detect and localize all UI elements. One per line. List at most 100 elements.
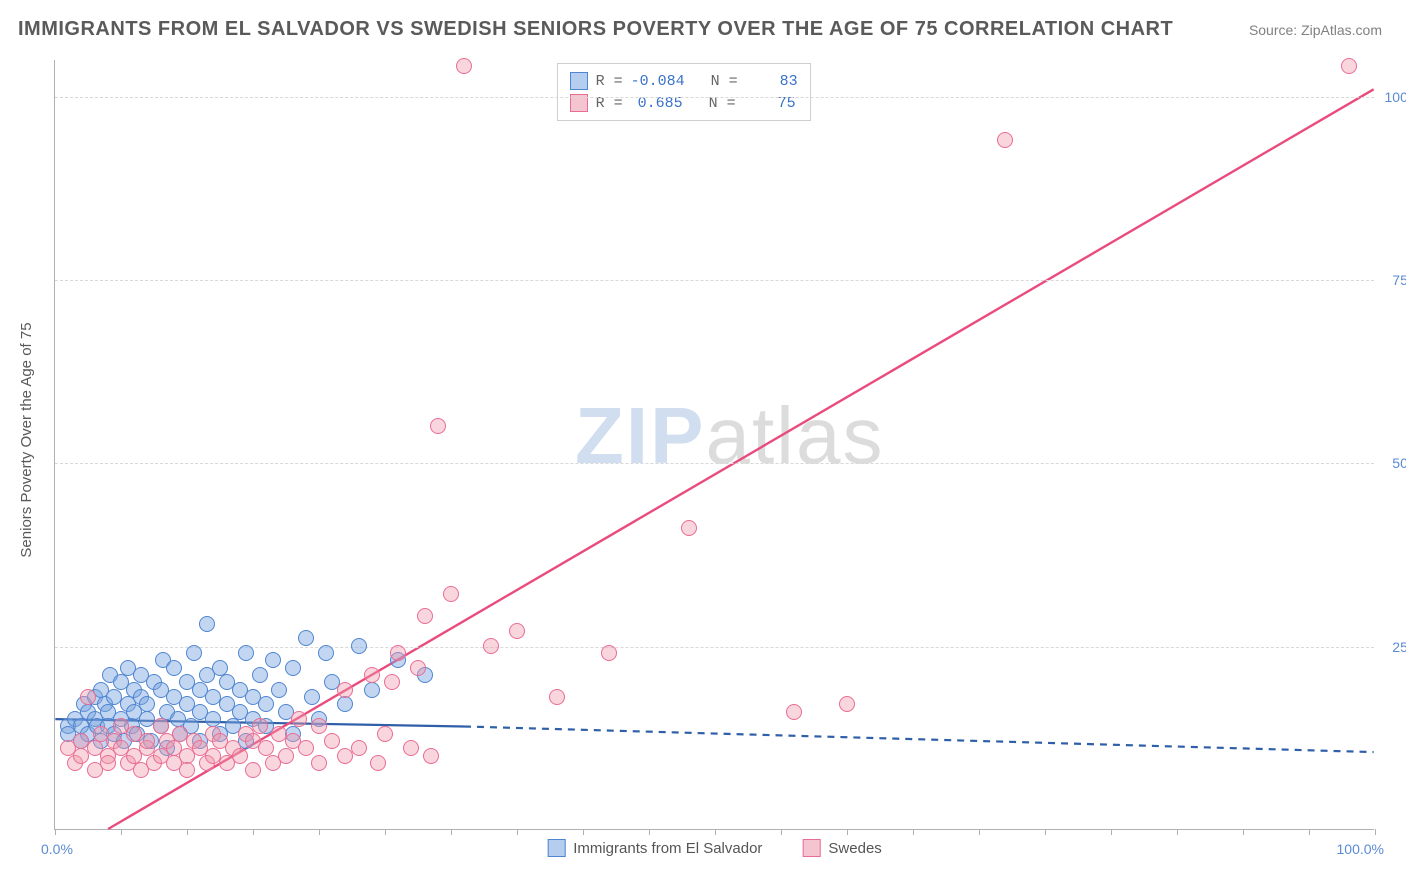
- x-tick: [385, 829, 386, 835]
- data-point-el_salvador: [298, 630, 314, 646]
- data-point-el_salvador: [212, 660, 228, 676]
- legend-label: Swedes: [828, 840, 881, 857]
- stats-row-el_salvador: R = -0.084 N = 83: [570, 70, 798, 92]
- data-point-swedes: [139, 733, 155, 749]
- data-point-el_salvador: [318, 645, 334, 661]
- watermark-zip: ZIP: [575, 391, 705, 480]
- x-tick: [1177, 829, 1178, 835]
- x-tick: [1375, 829, 1376, 835]
- x-tick: [1243, 829, 1244, 835]
- data-point-el_salvador: [186, 645, 202, 661]
- y-tick-label: 75.0%: [1392, 272, 1406, 288]
- x-tick: [55, 829, 56, 835]
- watermark: ZIPatlas: [575, 390, 884, 482]
- x-tick: [913, 829, 914, 835]
- watermark-atlas: atlas: [705, 391, 884, 480]
- data-point-swedes: [364, 667, 380, 683]
- data-point-swedes: [153, 718, 169, 734]
- data-point-swedes: [483, 638, 499, 654]
- source-attribution: Source: ZipAtlas.com: [1249, 22, 1382, 38]
- data-point-swedes: [80, 689, 96, 705]
- data-point-swedes: [370, 755, 386, 771]
- data-point-el_salvador: [364, 682, 380, 698]
- y-tick-label: 25.0%: [1392, 639, 1406, 655]
- data-point-el_salvador: [265, 652, 281, 668]
- stats-n-label: N =: [693, 73, 738, 90]
- legend-swatch: [547, 839, 565, 857]
- x-tick: [1309, 829, 1310, 835]
- data-point-swedes: [423, 748, 439, 764]
- data-point-el_salvador: [139, 696, 155, 712]
- y-tick-label: 100.0%: [1385, 89, 1406, 105]
- data-point-swedes: [245, 762, 261, 778]
- scatter-plot-area: ZIPatlas R = -0.084 N = 83R = 0.685 N = …: [54, 60, 1374, 830]
- x-tick: [1045, 829, 1046, 835]
- x-tick: [253, 829, 254, 835]
- legend-swatch: [802, 839, 820, 857]
- data-point-swedes: [417, 608, 433, 624]
- legend-item-el_salvador: Immigrants from El Salvador: [547, 839, 762, 857]
- data-point-swedes: [384, 674, 400, 690]
- data-point-el_salvador: [252, 667, 268, 683]
- data-point-swedes: [179, 762, 195, 778]
- data-point-el_salvador: [238, 645, 254, 661]
- x-axis-origin-label: 0.0%: [41, 841, 73, 857]
- data-point-swedes: [298, 740, 314, 756]
- data-point-el_salvador: [304, 689, 320, 705]
- data-point-swedes: [839, 696, 855, 712]
- x-tick: [715, 829, 716, 835]
- data-point-swedes: [410, 660, 426, 676]
- stats-swatch: [570, 72, 588, 90]
- x-tick: [1111, 829, 1112, 835]
- x-tick: [649, 829, 650, 835]
- data-point-swedes: [430, 418, 446, 434]
- x-axis-max-label: 100.0%: [1337, 841, 1384, 857]
- correlation-stats-box: R = -0.084 N = 83R = 0.685 N = 75: [557, 63, 811, 121]
- x-tick: [583, 829, 584, 835]
- y-tick-label: 50.0%: [1392, 455, 1406, 471]
- data-point-el_salvador: [258, 696, 274, 712]
- data-point-el_salvador: [351, 638, 367, 654]
- data-point-swedes: [403, 740, 419, 756]
- y-gridline: [55, 280, 1374, 281]
- data-point-swedes: [443, 586, 459, 602]
- data-point-swedes: [100, 755, 116, 771]
- x-tick: [121, 829, 122, 835]
- data-point-el_salvador: [337, 696, 353, 712]
- y-axis-label: Seniors Poverty Over the Age of 75: [18, 322, 35, 557]
- data-point-swedes: [1341, 58, 1357, 74]
- data-point-swedes: [456, 58, 472, 74]
- data-point-el_salvador: [271, 682, 287, 698]
- data-point-swedes: [390, 645, 406, 661]
- x-tick: [979, 829, 980, 835]
- data-point-el_salvador: [285, 660, 301, 676]
- data-point-el_salvador: [166, 660, 182, 676]
- chart-title: IMMIGRANTS FROM EL SALVADOR VS SWEDISH S…: [18, 18, 1173, 41]
- data-point-swedes: [601, 645, 617, 661]
- data-point-swedes: [232, 748, 248, 764]
- y-gridline: [55, 97, 1374, 98]
- y-gridline: [55, 463, 1374, 464]
- x-tick: [517, 829, 518, 835]
- data-point-swedes: [549, 689, 565, 705]
- data-point-swedes: [311, 718, 327, 734]
- series-legend: Immigrants from El Salvador Swedes: [547, 839, 882, 857]
- data-point-swedes: [351, 740, 367, 756]
- stats-r-value: -0.084: [631, 73, 685, 90]
- x-tick: [187, 829, 188, 835]
- data-point-swedes: [324, 733, 340, 749]
- legend-label: Immigrants from El Salvador: [573, 840, 762, 857]
- x-tick: [781, 829, 782, 835]
- trend-line: [464, 726, 1374, 752]
- x-tick: [319, 829, 320, 835]
- data-point-swedes: [377, 726, 393, 742]
- data-point-swedes: [311, 755, 327, 771]
- data-point-el_salvador: [205, 711, 221, 727]
- data-point-swedes: [278, 748, 294, 764]
- data-point-swedes: [337, 682, 353, 698]
- x-tick: [451, 829, 452, 835]
- data-point-swedes: [509, 623, 525, 639]
- stats-n-value: 83: [746, 73, 798, 90]
- legend-item-swedes: Swedes: [802, 839, 881, 857]
- data-point-swedes: [252, 718, 268, 734]
